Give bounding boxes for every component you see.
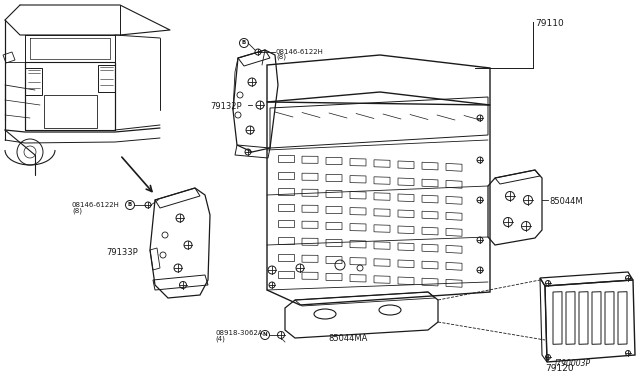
Text: 85044MA: 85044MA (328, 334, 368, 343)
Text: (4): (4) (215, 336, 225, 343)
Text: 85044M: 85044M (549, 197, 582, 206)
Text: 79133P: 79133P (106, 248, 138, 257)
Text: 08918-3062A: 08918-3062A (215, 330, 262, 336)
Text: (8): (8) (72, 208, 82, 215)
Text: B: B (242, 41, 246, 45)
Text: 79132P: 79132P (210, 102, 242, 111)
Text: 08146-6122H: 08146-6122H (276, 49, 324, 55)
Text: 79110: 79110 (535, 19, 564, 28)
Text: 08146-6122H: 08146-6122H (72, 202, 120, 208)
Text: (8): (8) (276, 54, 286, 61)
Text: B: B (128, 202, 132, 208)
Text: 79120: 79120 (546, 364, 574, 372)
Text: J790003P: J790003P (554, 359, 590, 368)
Text: N: N (262, 333, 268, 337)
